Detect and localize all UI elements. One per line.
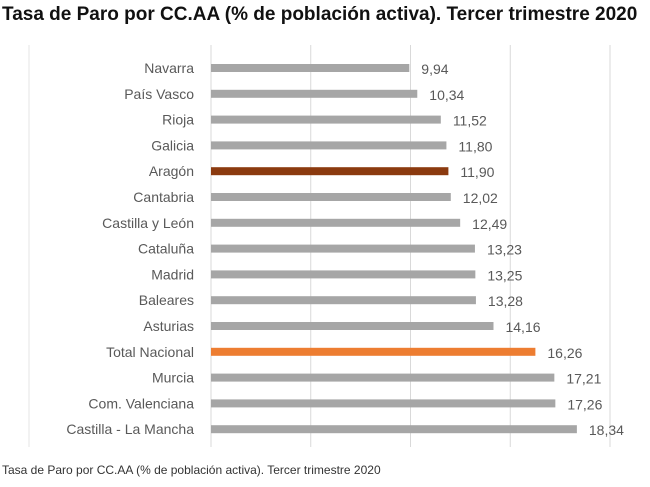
bar (211, 296, 476, 305)
bar (211, 399, 556, 408)
chart-caption: Tasa de Paro por CC.AA (% de población a… (2, 463, 381, 477)
category-label: Com. Valenciana (88, 395, 194, 411)
bar-chart: Navarra 9,94 País Vasco 10,34 Rioja 11,52 Gali… (28, 45, 624, 447)
data-label: 17,26 (567, 396, 602, 412)
data-label: 11,80 (458, 138, 492, 154)
bar (211, 141, 447, 150)
data-label: 13,23 (487, 242, 522, 258)
category-label: Rioja (162, 112, 194, 128)
category-label: Castilla - La Mancha (66, 421, 194, 437)
bar (211, 373, 555, 382)
category-label: Galicia (151, 137, 194, 153)
data-label: 17,21 (566, 371, 601, 387)
category-label: Aragón (149, 163, 194, 179)
bar (211, 347, 536, 356)
category-label: Navarra (144, 60, 194, 76)
category-label: País Vasco (124, 86, 194, 102)
bar (211, 322, 494, 330)
bar (211, 167, 449, 176)
category-label: Asturias (143, 318, 194, 334)
data-label: 12,02 (463, 190, 498, 206)
data-label: 18,34 (589, 422, 624, 438)
bar (211, 244, 475, 253)
category-label: Castilla y León (102, 215, 194, 231)
data-label: 13,28 (488, 293, 523, 309)
bar (211, 89, 418, 98)
data-label: 13,25 (487, 267, 522, 283)
category-label: Murcia (152, 370, 194, 386)
bar (211, 218, 461, 227)
bar (211, 193, 451, 201)
data-label: 10,34 (429, 87, 464, 103)
bar (211, 270, 476, 279)
bar (211, 115, 441, 124)
category-label: Cataluña (138, 241, 194, 257)
data-label: 16,26 (547, 345, 582, 361)
category-label: Total Nacional (106, 344, 194, 360)
category-label: Baleares (139, 292, 194, 308)
data-label: 14,16 (505, 319, 540, 335)
category-label: Cantabria (133, 189, 194, 205)
data-label: 12,49 (472, 216, 507, 232)
data-label: 11,90 (460, 164, 494, 180)
category-label: Madrid (151, 266, 194, 282)
page-title: Tasa de Paro por CC.AA (% de población a… (2, 4, 638, 25)
data-label: 11,52 (453, 113, 487, 129)
data-label: 9,94 (421, 61, 448, 77)
bar (211, 425, 577, 434)
bar (211, 64, 410, 72)
